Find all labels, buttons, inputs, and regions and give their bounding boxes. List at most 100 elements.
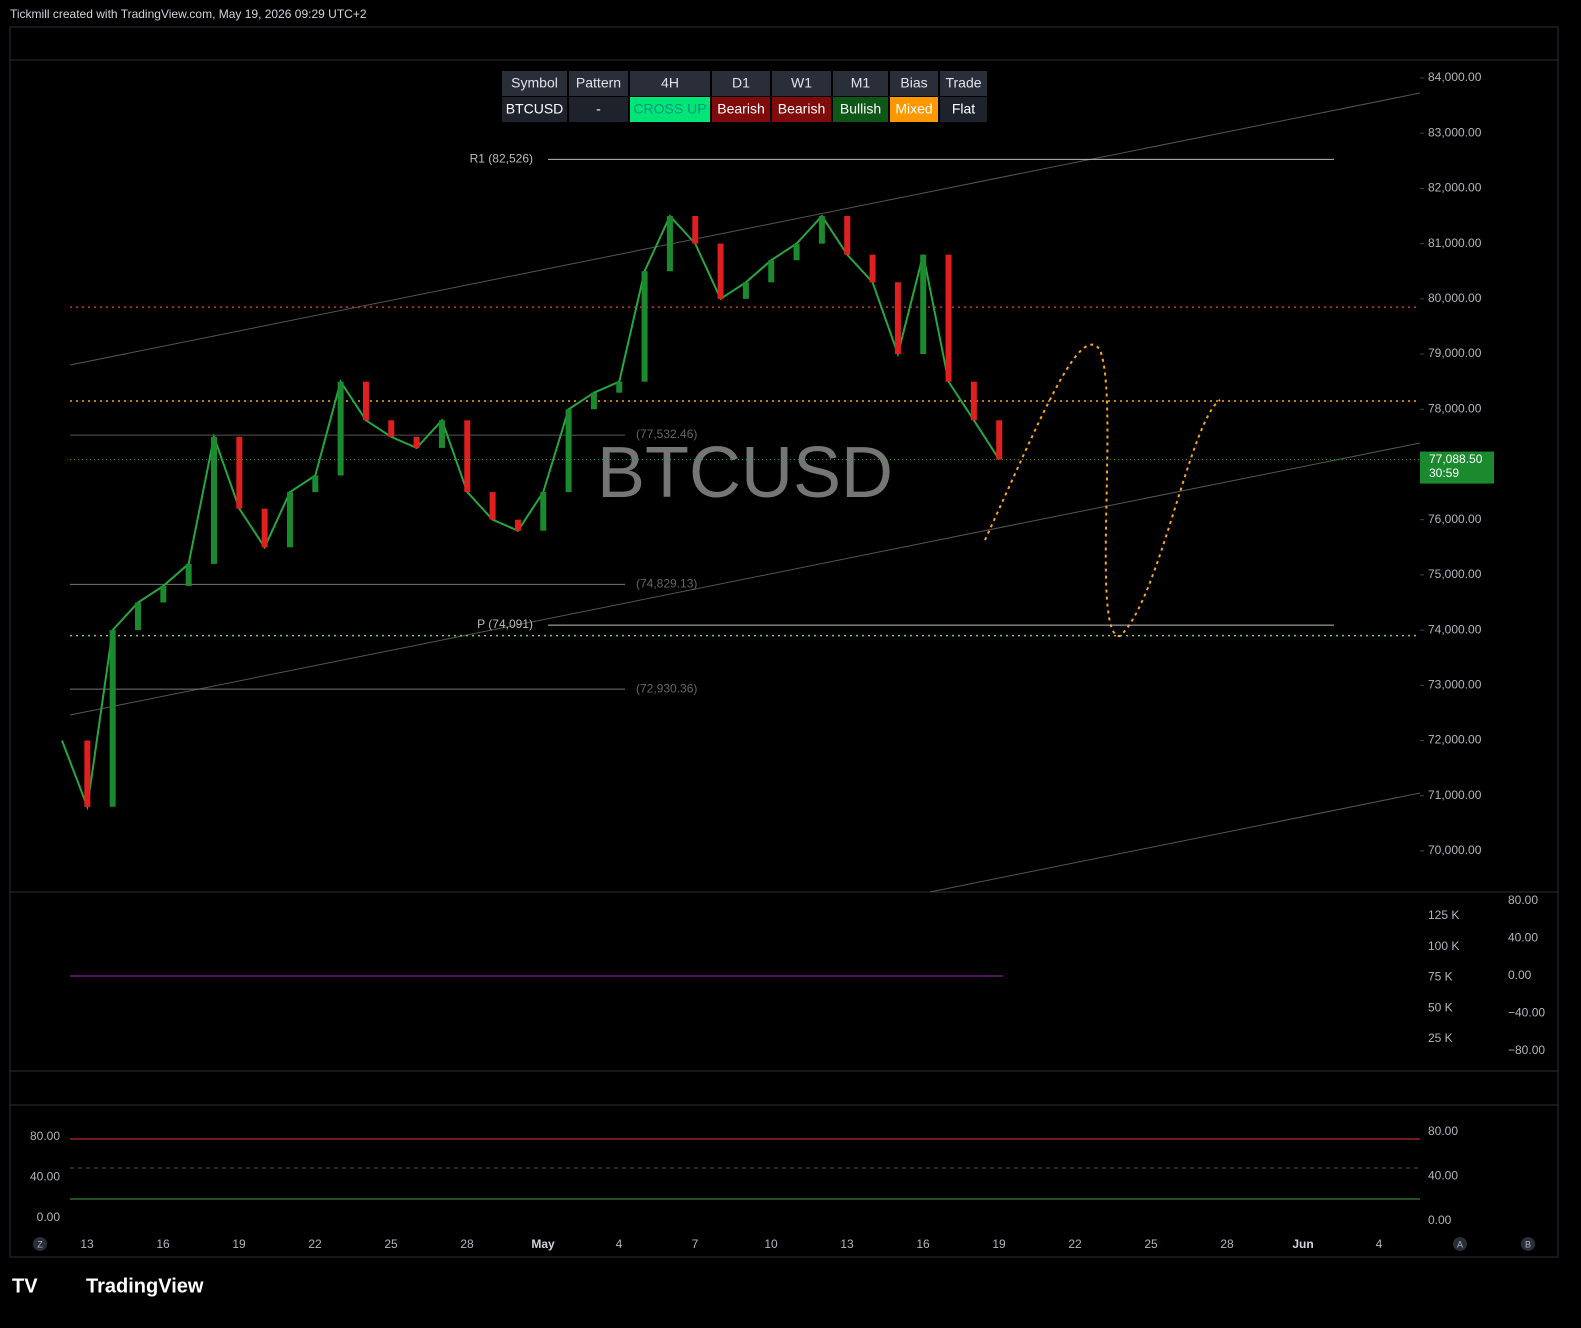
y-tick-label: 83,000.00	[1428, 125, 1482, 139]
stoch-tick-right: 80.00	[1428, 1124, 1458, 1138]
x-tick-label: 28	[1220, 1237, 1234, 1251]
candle	[261, 508, 268, 548]
table-cell	[890, 97, 938, 122]
table-cell	[712, 97, 770, 122]
candle	[869, 254, 876, 283]
x-tick-label: 13	[80, 1237, 94, 1251]
channel-line	[929, 792, 1421, 893]
countdown: 30:59	[1429, 466, 1459, 480]
candle	[438, 420, 445, 448]
candle	[337, 381, 344, 476]
header-title: Tickmill created with TradingView.com, M…	[10, 7, 367, 21]
x-tick-label: 4	[1376, 1237, 1383, 1251]
candle	[84, 740, 91, 807]
osc-tick-label: −40.00	[1508, 1006, 1545, 1020]
y-tick-label: 72,000.00	[1428, 733, 1482, 747]
table-cell	[833, 97, 888, 122]
table-cell	[940, 97, 987, 122]
x-tick-label: 25	[1144, 1237, 1158, 1251]
footer-brand: TradingView	[86, 1275, 204, 1297]
candle	[996, 420, 1003, 460]
osc-tick-label: 80.00	[1508, 893, 1538, 907]
price-line	[61, 214, 1001, 811]
osc-tick-label: 40.00	[1508, 931, 1538, 945]
candle	[717, 243, 724, 299]
table-cell	[630, 97, 710, 122]
y-tick-label: 82,000.00	[1428, 181, 1482, 195]
candle	[160, 585, 167, 603]
candle	[616, 381, 623, 393]
table-value: Flat	[952, 101, 975, 117]
candle	[641, 271, 648, 382]
candle	[945, 254, 952, 382]
y-tick-label: 81,000.00	[1428, 236, 1482, 250]
table-header: Trade	[945, 75, 981, 91]
table-header-cell	[833, 71, 888, 96]
x-tick-label: 28	[460, 1237, 474, 1251]
icon-label: B	[1525, 1239, 1531, 1249]
candle	[413, 436, 420, 448]
icon	[1521, 1237, 1535, 1251]
level-label: (77,532.46)	[636, 427, 697, 441]
candle	[565, 409, 572, 493]
icon	[33, 1237, 47, 1251]
candle	[489, 492, 496, 520]
x-tick-label: 7	[692, 1237, 699, 1251]
y-tick-label: 79,000.00	[1428, 346, 1482, 360]
table-header-cell	[712, 71, 770, 96]
candle	[109, 630, 116, 807]
volume-tick-label: 25 K	[1428, 1031, 1453, 1045]
y-tick-label: 80,000.00	[1428, 291, 1482, 305]
x-tick-label: 16	[916, 1237, 930, 1251]
level-label: (74,829.13)	[636, 576, 697, 590]
candle	[793, 243, 800, 261]
stoch-tick-left: 80.00	[30, 1129, 60, 1143]
table-header: M1	[851, 75, 871, 91]
watermark: BTCUSD	[597, 433, 893, 513]
table-header: Bias	[900, 75, 927, 91]
table-header: Symbol	[511, 75, 558, 91]
candle	[590, 392, 597, 410]
table-value: CROSS UP	[633, 101, 706, 117]
x-tick-label: 22	[308, 1237, 322, 1251]
y-tick-label: 74,000.00	[1428, 622, 1482, 636]
candle	[464, 420, 471, 493]
x-tick-label: 16	[156, 1237, 170, 1251]
x-tick-label: 19	[992, 1237, 1006, 1251]
x-tick-label: 13	[840, 1237, 854, 1251]
stoch-tick-right: 40.00	[1428, 1169, 1458, 1183]
last-price-label: 77,088.50	[1429, 452, 1483, 466]
stoch-tick-left: 40.00	[30, 1170, 60, 1184]
table-header: W1	[791, 75, 812, 91]
table-value: Bearish	[778, 101, 825, 117]
last-price-box	[1420, 451, 1494, 484]
x-tick-label: 25	[384, 1237, 398, 1251]
table-header-cell	[772, 71, 831, 96]
channel-line	[69, 442, 1421, 716]
candle	[185, 563, 192, 586]
candle	[514, 519, 521, 531]
x-tick-label: 19	[232, 1237, 246, 1251]
table-value: BTCUSD	[506, 101, 564, 117]
volume-tick-label: 125 K	[1428, 908, 1459, 922]
table-header-cell	[502, 71, 567, 96]
y-tick-label: 75,000.00	[1428, 567, 1482, 581]
volume-tick-label: 75 K	[1428, 970, 1453, 984]
level-label: R1 (82,526)	[470, 152, 533, 166]
osc-tick-label: 0.00	[1508, 968, 1532, 982]
stoch-tick-left: 0.00	[37, 1210, 61, 1224]
table-header-cell	[890, 71, 938, 96]
candle	[312, 475, 319, 493]
candle	[134, 602, 141, 631]
osc-tick-label: −80.00	[1508, 1043, 1545, 1057]
table-cell	[569, 97, 628, 122]
table-value: -	[596, 101, 601, 117]
icon-label: Z	[37, 1239, 43, 1249]
candle	[818, 216, 825, 244]
candle	[236, 436, 243, 509]
candle	[844, 216, 851, 255]
table-header: 4H	[661, 75, 679, 91]
y-tick-label: 84,000.00	[1428, 70, 1482, 84]
x-tick-label: 4	[616, 1237, 623, 1251]
